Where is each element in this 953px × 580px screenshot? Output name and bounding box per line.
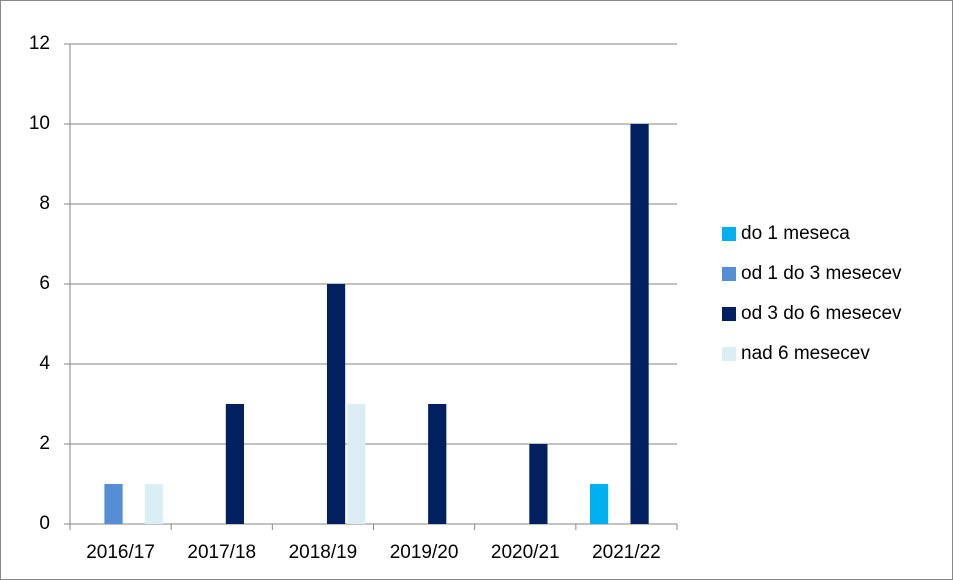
bar bbox=[589, 484, 609, 524]
bar bbox=[225, 404, 245, 524]
y-tick-label: 8 bbox=[39, 193, 50, 214]
legend-label: nad 6 mesecev bbox=[741, 343, 870, 364]
x-tick-label: 2020/21 bbox=[491, 542, 560, 563]
x-tick-label: 2019/20 bbox=[390, 542, 459, 563]
x-tick-label: 2018/19 bbox=[289, 542, 358, 563]
y-tick-label: 2 bbox=[39, 433, 50, 454]
legend-label: od 3 do 6 mesecev bbox=[741, 303, 902, 324]
y-tick-label: 12 bbox=[29, 33, 50, 54]
y-tick-label: 6 bbox=[39, 273, 50, 294]
x-tick-label: 2016/17 bbox=[86, 542, 155, 563]
legend-swatch bbox=[722, 347, 736, 361]
bar bbox=[347, 404, 366, 524]
x-tick-label: 2021/22 bbox=[592, 542, 661, 563]
bar bbox=[326, 284, 346, 524]
bar bbox=[630, 124, 649, 524]
bar bbox=[104, 484, 123, 524]
x-tick-label: 2017/18 bbox=[187, 542, 256, 563]
y-tick-label: 4 bbox=[39, 353, 50, 374]
y-tick-label: 10 bbox=[29, 113, 50, 134]
legend-swatch bbox=[722, 227, 736, 241]
legend-label: od 1 do 3 mesecev bbox=[741, 263, 902, 284]
legend-swatch bbox=[722, 307, 736, 321]
bar bbox=[428, 404, 447, 524]
y-tick-label: 0 bbox=[39, 513, 50, 534]
bar bbox=[529, 444, 548, 524]
legend-swatch bbox=[722, 267, 736, 281]
legend-label: do 1 meseca bbox=[741, 223, 850, 244]
bar bbox=[144, 484, 164, 524]
